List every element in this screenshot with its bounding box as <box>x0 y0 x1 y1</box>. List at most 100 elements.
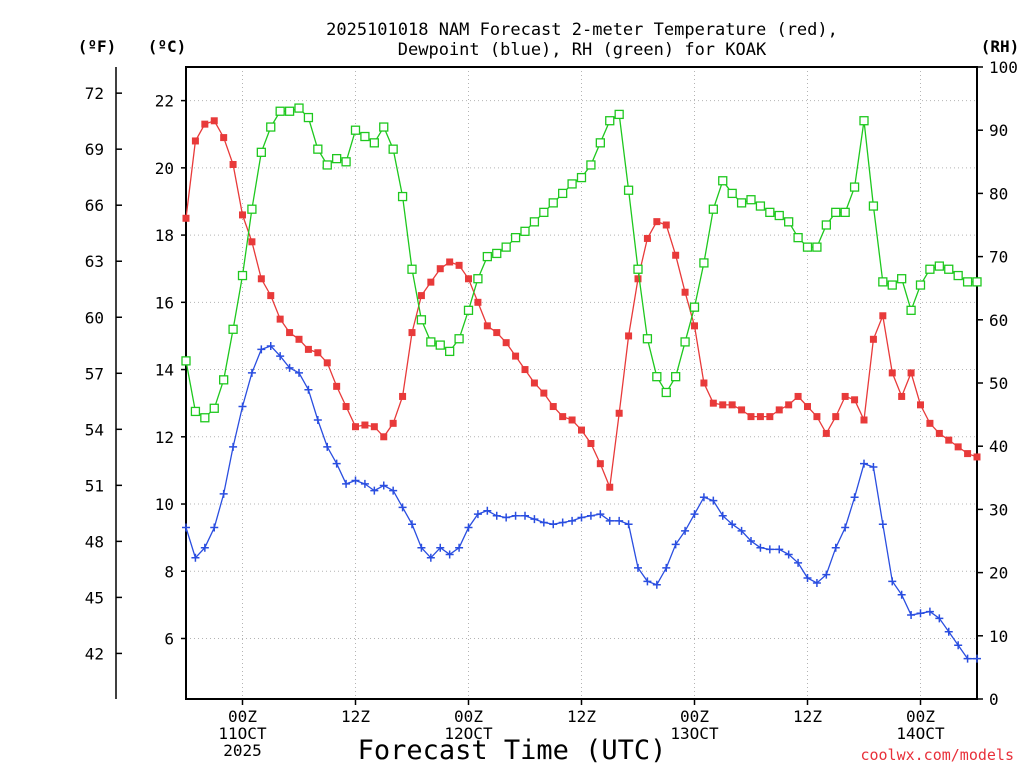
temperature-point <box>229 160 237 168</box>
dewpoint-point <box>257 345 266 354</box>
dewpoint-point <box>332 459 341 468</box>
dewpoint-point <box>860 459 868 468</box>
rh-tick-label: 70 <box>989 248 1008 267</box>
rh-point <box>454 334 464 344</box>
dewpoint-point <box>568 516 577 525</box>
dewpoint-point <box>878 520 887 529</box>
rh-point <box>520 226 530 236</box>
temperature-point <box>964 450 972 458</box>
dewpoint-point <box>417 543 426 552</box>
temperature-point <box>483 322 491 330</box>
dewpoint-point <box>916 609 925 618</box>
rh-point <box>605 116 615 126</box>
rh-tick-label: 30 <box>989 500 1008 519</box>
temperature-point <box>841 392 849 400</box>
x-tick-label: 00Z <box>906 707 935 726</box>
rh-point <box>445 346 455 357</box>
rh-tick-label: 90 <box>989 121 1008 140</box>
dewpoint-point <box>803 573 812 582</box>
fahrenheit-tick-label: 51 <box>85 476 104 495</box>
credit-label: coolwx.com/models <box>860 746 1014 764</box>
temperature-point <box>370 423 378 431</box>
celsius-tick-label: 18 <box>155 226 174 245</box>
rh-point <box>727 188 737 199</box>
temperature-point <box>926 419 934 427</box>
temperature-point <box>860 416 868 424</box>
temperature-point <box>257 275 265 283</box>
temperature-point <box>775 406 783 414</box>
fahrenheit-tick-label: 45 <box>85 588 104 607</box>
rh-point <box>831 207 841 218</box>
temperature-point <box>248 238 256 246</box>
temperature-point <box>832 413 840 421</box>
temperature-point <box>709 399 717 407</box>
temperature-point <box>267 292 275 300</box>
temperature-point <box>606 483 614 491</box>
dewpoint-point <box>973 654 981 663</box>
temperature-point <box>785 401 793 409</box>
dewpoint-point <box>586 511 595 520</box>
rh-point <box>388 144 398 154</box>
temperature-point <box>596 460 604 468</box>
rh-point <box>953 270 963 281</box>
rh-point <box>868 201 879 211</box>
dewpoint-point <box>794 558 803 567</box>
temperature-point <box>813 413 821 421</box>
dewpoint-point <box>342 479 351 488</box>
fahrenheit-tick-label: 72 <box>85 84 104 103</box>
temperature-point <box>323 359 331 367</box>
temperature-point <box>380 433 388 441</box>
rh-point <box>755 201 766 211</box>
rh-point <box>623 185 634 195</box>
rh-point <box>360 131 370 142</box>
dewpoint-point <box>455 543 464 552</box>
temperature-point <box>342 403 350 411</box>
dewpoint-point <box>624 520 633 529</box>
rh-point <box>190 406 201 417</box>
dewpoint-point <box>596 510 605 519</box>
rh-point <box>765 207 775 218</box>
rh-point <box>793 232 803 243</box>
celsius-tick-label: 22 <box>155 92 174 111</box>
temperature-point <box>653 218 661 226</box>
rh-point <box>294 103 304 113</box>
rh-point <box>708 204 718 214</box>
dewpoint-point <box>521 511 529 520</box>
x-axis-title: Forecast Time (UTC) <box>358 735 667 766</box>
fahrenheit-tick-label: 69 <box>85 140 104 159</box>
rh-tick-label: 100 <box>989 58 1018 77</box>
rh-point <box>200 413 210 423</box>
dewpoint-point <box>747 537 755 545</box>
dewpoint-point <box>605 516 614 525</box>
temperature-point <box>879 312 887 320</box>
rh-tick-label: 40 <box>989 437 1008 456</box>
rh-point <box>802 242 813 252</box>
chart-title-line-2: Dewpoint (blue), RH (green) for KOAK <box>398 40 767 60</box>
dewpoint-point <box>436 543 445 552</box>
celsius-tick-label: 16 <box>155 293 174 312</box>
temperature-point <box>191 137 199 145</box>
rh-point <box>341 157 351 167</box>
temperature-point <box>794 392 802 400</box>
temperature-point <box>436 265 444 273</box>
temperature-point <box>220 134 228 142</box>
dewpoint-point <box>266 342 275 351</box>
rh-point <box>671 372 681 382</box>
temperature-point <box>286 329 294 337</box>
x-tick-label: 14OCT <box>896 724 945 743</box>
dewpoint-point <box>634 563 642 572</box>
rh-point <box>774 210 784 221</box>
rh-point <box>209 403 219 413</box>
celsius-tick-label: 10 <box>155 495 174 514</box>
rh-point <box>784 217 794 227</box>
dewpoint-point <box>200 543 209 552</box>
rh-point <box>906 305 916 315</box>
dewpoint-point <box>728 520 737 529</box>
rh-point <box>642 334 653 344</box>
dewpoint-point <box>888 577 897 586</box>
rh-point <box>944 264 954 274</box>
x-tick-label: 00Z <box>228 707 257 726</box>
rh-point <box>652 372 662 382</box>
dewpoint-point <box>238 402 247 411</box>
temperature-point <box>747 413 755 421</box>
